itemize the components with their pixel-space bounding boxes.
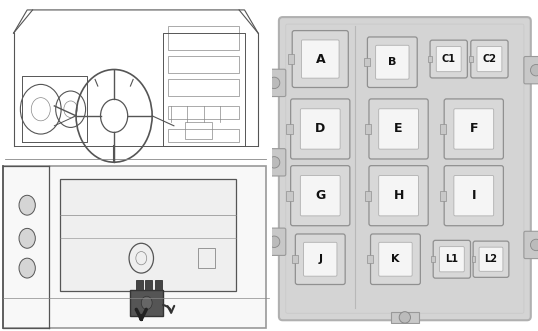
FancyBboxPatch shape: [379, 109, 419, 149]
FancyBboxPatch shape: [524, 57, 538, 84]
Bar: [168, 26, 239, 50]
Circle shape: [268, 157, 280, 168]
Text: G: G: [315, 189, 325, 202]
Bar: [168, 56, 239, 73]
Text: F: F: [470, 122, 478, 135]
FancyBboxPatch shape: [524, 231, 538, 259]
Circle shape: [268, 77, 280, 89]
Bar: [469, 56, 473, 62]
Circle shape: [19, 258, 36, 278]
FancyBboxPatch shape: [454, 109, 494, 149]
FancyBboxPatch shape: [279, 17, 531, 320]
FancyBboxPatch shape: [436, 46, 461, 72]
FancyBboxPatch shape: [291, 99, 350, 159]
FancyBboxPatch shape: [300, 109, 340, 149]
Bar: [130, 290, 163, 316]
Text: J: J: [318, 254, 322, 264]
Text: L2: L2: [485, 254, 498, 264]
FancyBboxPatch shape: [479, 247, 503, 271]
Bar: [3, 166, 266, 328]
Bar: [168, 129, 239, 142]
FancyBboxPatch shape: [292, 30, 348, 87]
Bar: [367, 255, 373, 263]
Circle shape: [399, 312, 410, 323]
FancyBboxPatch shape: [291, 166, 350, 226]
Bar: [472, 257, 476, 262]
Text: A: A: [315, 53, 325, 66]
Bar: [168, 79, 239, 96]
FancyBboxPatch shape: [379, 175, 419, 216]
FancyBboxPatch shape: [473, 241, 509, 277]
Bar: [365, 124, 371, 134]
Bar: [145, 280, 152, 290]
Bar: [136, 280, 143, 290]
Bar: [431, 256, 435, 262]
Circle shape: [268, 236, 280, 248]
FancyBboxPatch shape: [454, 175, 494, 216]
Bar: [286, 191, 293, 201]
FancyBboxPatch shape: [471, 40, 508, 78]
FancyBboxPatch shape: [444, 99, 504, 159]
FancyBboxPatch shape: [379, 242, 412, 276]
Bar: [155, 280, 161, 290]
FancyBboxPatch shape: [263, 69, 286, 97]
Bar: [440, 191, 447, 201]
Text: I: I: [471, 189, 476, 202]
Bar: [60, 179, 236, 291]
Circle shape: [19, 195, 36, 215]
FancyBboxPatch shape: [430, 40, 468, 78]
Bar: [288, 54, 294, 64]
Text: E: E: [394, 122, 403, 135]
FancyBboxPatch shape: [440, 247, 464, 272]
FancyBboxPatch shape: [263, 228, 286, 256]
Text: B: B: [388, 57, 397, 67]
FancyBboxPatch shape: [444, 166, 504, 226]
Bar: [286, 124, 293, 134]
Bar: [199, 248, 215, 268]
Circle shape: [141, 296, 152, 309]
FancyBboxPatch shape: [301, 40, 339, 78]
Bar: [365, 191, 371, 201]
Bar: [292, 255, 298, 263]
FancyBboxPatch shape: [263, 149, 286, 176]
FancyBboxPatch shape: [367, 37, 417, 87]
Text: H: H: [393, 189, 404, 202]
FancyBboxPatch shape: [300, 175, 340, 216]
FancyBboxPatch shape: [433, 240, 471, 278]
Bar: [185, 122, 212, 139]
FancyBboxPatch shape: [371, 234, 420, 285]
Circle shape: [530, 239, 538, 251]
FancyBboxPatch shape: [376, 45, 409, 79]
Bar: [168, 106, 239, 119]
Text: C1: C1: [442, 54, 456, 64]
Bar: [391, 312, 419, 323]
FancyBboxPatch shape: [477, 46, 502, 72]
Circle shape: [530, 65, 538, 76]
FancyBboxPatch shape: [303, 242, 337, 276]
FancyBboxPatch shape: [369, 99, 428, 159]
Bar: [364, 58, 370, 67]
Text: K: K: [391, 254, 400, 264]
Text: L1: L1: [445, 254, 458, 264]
Text: C2: C2: [483, 54, 497, 64]
Bar: [440, 124, 447, 134]
FancyBboxPatch shape: [369, 166, 428, 226]
FancyBboxPatch shape: [295, 234, 345, 285]
Text: D: D: [315, 122, 325, 135]
Circle shape: [19, 228, 36, 248]
Bar: [428, 56, 432, 62]
